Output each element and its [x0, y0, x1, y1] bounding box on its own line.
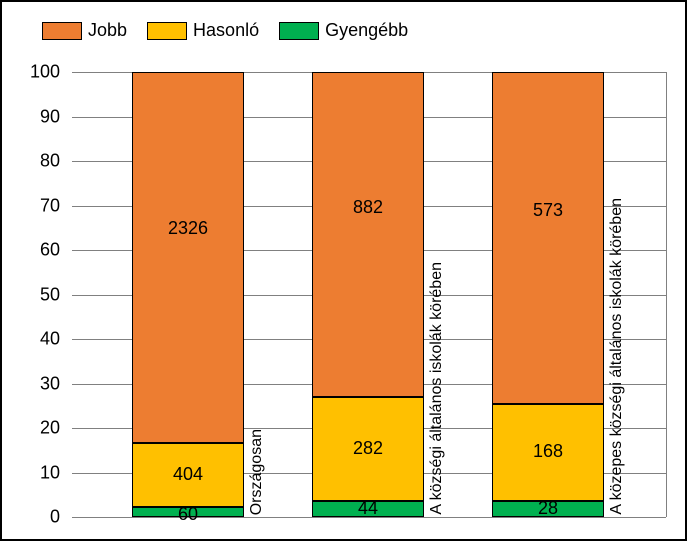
- category-axis-label: A községi általános iskolák körében: [428, 262, 446, 515]
- bar-value-label: 573: [492, 200, 604, 221]
- y-tick-label: 60: [40, 240, 60, 261]
- y-tick-label: 30: [40, 373, 60, 394]
- y-axis: 0102030405060708090100: [2, 72, 72, 517]
- category-axis-label: Országosan: [248, 429, 266, 515]
- y-tick-label: 20: [40, 418, 60, 439]
- bar-value-label: 44: [312, 498, 424, 519]
- y-tick-label: 80: [40, 151, 60, 172]
- legend-swatch-jobb: [42, 22, 82, 40]
- y-tick-label: 40: [40, 329, 60, 350]
- bar-group: 604042326: [132, 72, 244, 517]
- bar-value-label: 168: [492, 441, 604, 462]
- legend-item-jobb: Jobb: [42, 20, 127, 41]
- y-tick-label: 10: [40, 462, 60, 483]
- legend-item-gyengebb: Gyengébb: [279, 20, 408, 41]
- plot-area: 604042326Országosan44282882A községi ált…: [72, 72, 667, 517]
- bar-group: 44 282 882: [312, 72, 424, 517]
- bar-value-label: 282: [312, 438, 424, 459]
- chart-container: Jobb Hasonló Gyengébb 0 10 20 30 40 50 60 70 80 9…: [0, 0, 687, 541]
- bar-value-label: 28: [492, 498, 604, 519]
- bar-group: 28 168 573: [492, 72, 604, 517]
- y-tick-label: 50: [40, 284, 60, 305]
- legend-label-gyengebb: Gyengébb: [325, 20, 408, 41]
- bar-value-label: 60: [132, 504, 244, 525]
- legend-swatch-hasonlo: [147, 22, 187, 40]
- legend-swatch-gyengebb: [279, 22, 319, 40]
- category-axis-label: A közepes községi általános iskolák köré…: [608, 198, 626, 515]
- bar-segment-jobb: [492, 72, 604, 404]
- bar-value-label: 882: [312, 197, 424, 218]
- y-tick-label: 90: [40, 106, 60, 127]
- y-tick-label: 100: [30, 62, 60, 83]
- legend-label-hasonlo: Hasonló: [193, 20, 259, 41]
- y-tick-label: 0: [50, 507, 60, 528]
- y-tick-label: 70: [40, 195, 60, 216]
- bar-segment-jobb: [132, 72, 244, 443]
- bar-segment-jobb: [312, 72, 424, 397]
- legend: Jobb Hasonló Gyengébb: [42, 20, 408, 41]
- legend-label-jobb: Jobb: [88, 20, 127, 41]
- bar-value-label: 2326: [132, 218, 244, 239]
- bar-value-label: 404: [132, 464, 244, 485]
- legend-item-hasonlo: Hasonló: [147, 20, 259, 41]
